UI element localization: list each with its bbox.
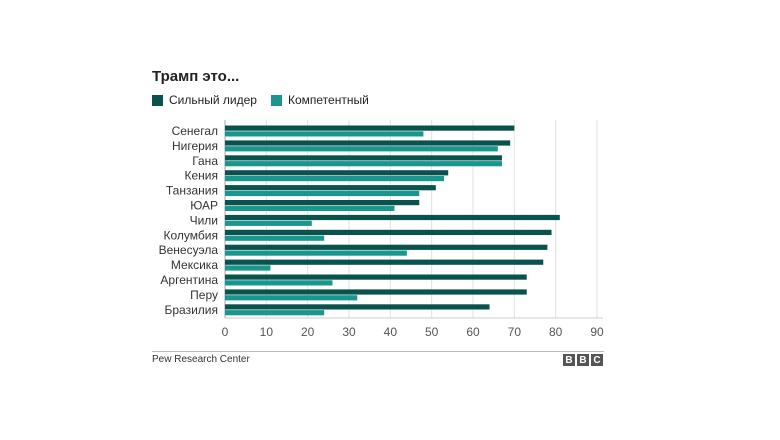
source-credit: Pew Research Center — [152, 354, 250, 365]
bar-strong-leader — [225, 274, 527, 280]
category-label: Гана — [192, 154, 218, 168]
bbc-logo: B B C — [563, 354, 603, 366]
category-label: Бразилия — [165, 303, 219, 317]
legend-label-competent: Компетентный — [287, 93, 369, 107]
category-label: ЮАР — [190, 199, 218, 213]
x-tick-label: 10 — [260, 325, 274, 339]
x-tick-label: 30 — [342, 325, 356, 339]
bbc-logo-letter: B — [563, 354, 575, 366]
bar-competent — [225, 250, 407, 256]
x-tick-label: 0 — [222, 325, 229, 339]
x-tick-label: 20 — [301, 325, 315, 339]
category-label: Сенегал — [172, 124, 218, 138]
bar-competent — [225, 220, 312, 226]
x-tick-label: 40 — [384, 325, 398, 339]
bar-strong-leader — [225, 125, 515, 131]
category-label: Кения — [185, 169, 219, 183]
bar-strong-leader — [225, 200, 420, 206]
bar-strong-leader — [225, 185, 436, 191]
legend-item-strong-leader: Сильный лидер — [152, 93, 257, 107]
category-label: Колумбия — [164, 228, 218, 242]
category-label: Чили — [190, 213, 218, 227]
category-label: Мексика — [171, 258, 218, 272]
bar-competent — [225, 190, 420, 197]
x-tick-label: 60 — [466, 325, 480, 339]
legend-swatch-strong-leader — [152, 94, 163, 106]
bar-competent — [225, 205, 395, 211]
bar-strong-leader — [225, 244, 548, 250]
bar-strong-leader — [225, 140, 511, 146]
x-tick-label: 90 — [590, 325, 604, 339]
bar-strong-leader — [225, 259, 544, 265]
bar-strong-leader — [225, 155, 502, 161]
bbc-logo-letter: C — [591, 354, 603, 366]
bar-competent — [225, 310, 325, 316]
legend-item-competent: Компетентный — [270, 93, 369, 107]
category-label: Венесуэла — [159, 243, 219, 257]
bar-competent — [225, 235, 325, 241]
footer-divider — [152, 351, 604, 352]
bar-strong-leader — [225, 229, 552, 235]
bar-competent — [225, 176, 445, 182]
x-tick-label: 80 — [549, 325, 563, 339]
legend-swatch-competent — [270, 94, 282, 106]
x-tick-label: 50 — [425, 325, 439, 339]
legend-label-strong-leader: Сильный лидер — [169, 93, 257, 107]
bar-competent — [225, 295, 358, 301]
bar-strong-leader — [225, 289, 527, 295]
bbc-logo-letter: B — [577, 354, 589, 366]
bar-competent — [225, 146, 498, 152]
category-label: Танзания — [166, 184, 218, 198]
bar-strong-leader — [225, 170, 449, 176]
category-label: Перу — [190, 288, 218, 302]
bar-competent — [225, 161, 502, 167]
chart-title: Трамп это... — [152, 68, 240, 85]
category-label: Нигерия — [172, 139, 218, 153]
bar-competent — [225, 280, 333, 286]
chart-legend: Сильный лидер Компетентный — [152, 93, 369, 107]
category-label: Аргентина — [160, 273, 218, 287]
bar-strong-leader — [225, 304, 490, 310]
bar-competent — [225, 265, 271, 271]
x-tick-label: 70 — [508, 325, 522, 339]
bar-competent — [225, 131, 424, 137]
bar-strong-leader — [225, 214, 560, 221]
